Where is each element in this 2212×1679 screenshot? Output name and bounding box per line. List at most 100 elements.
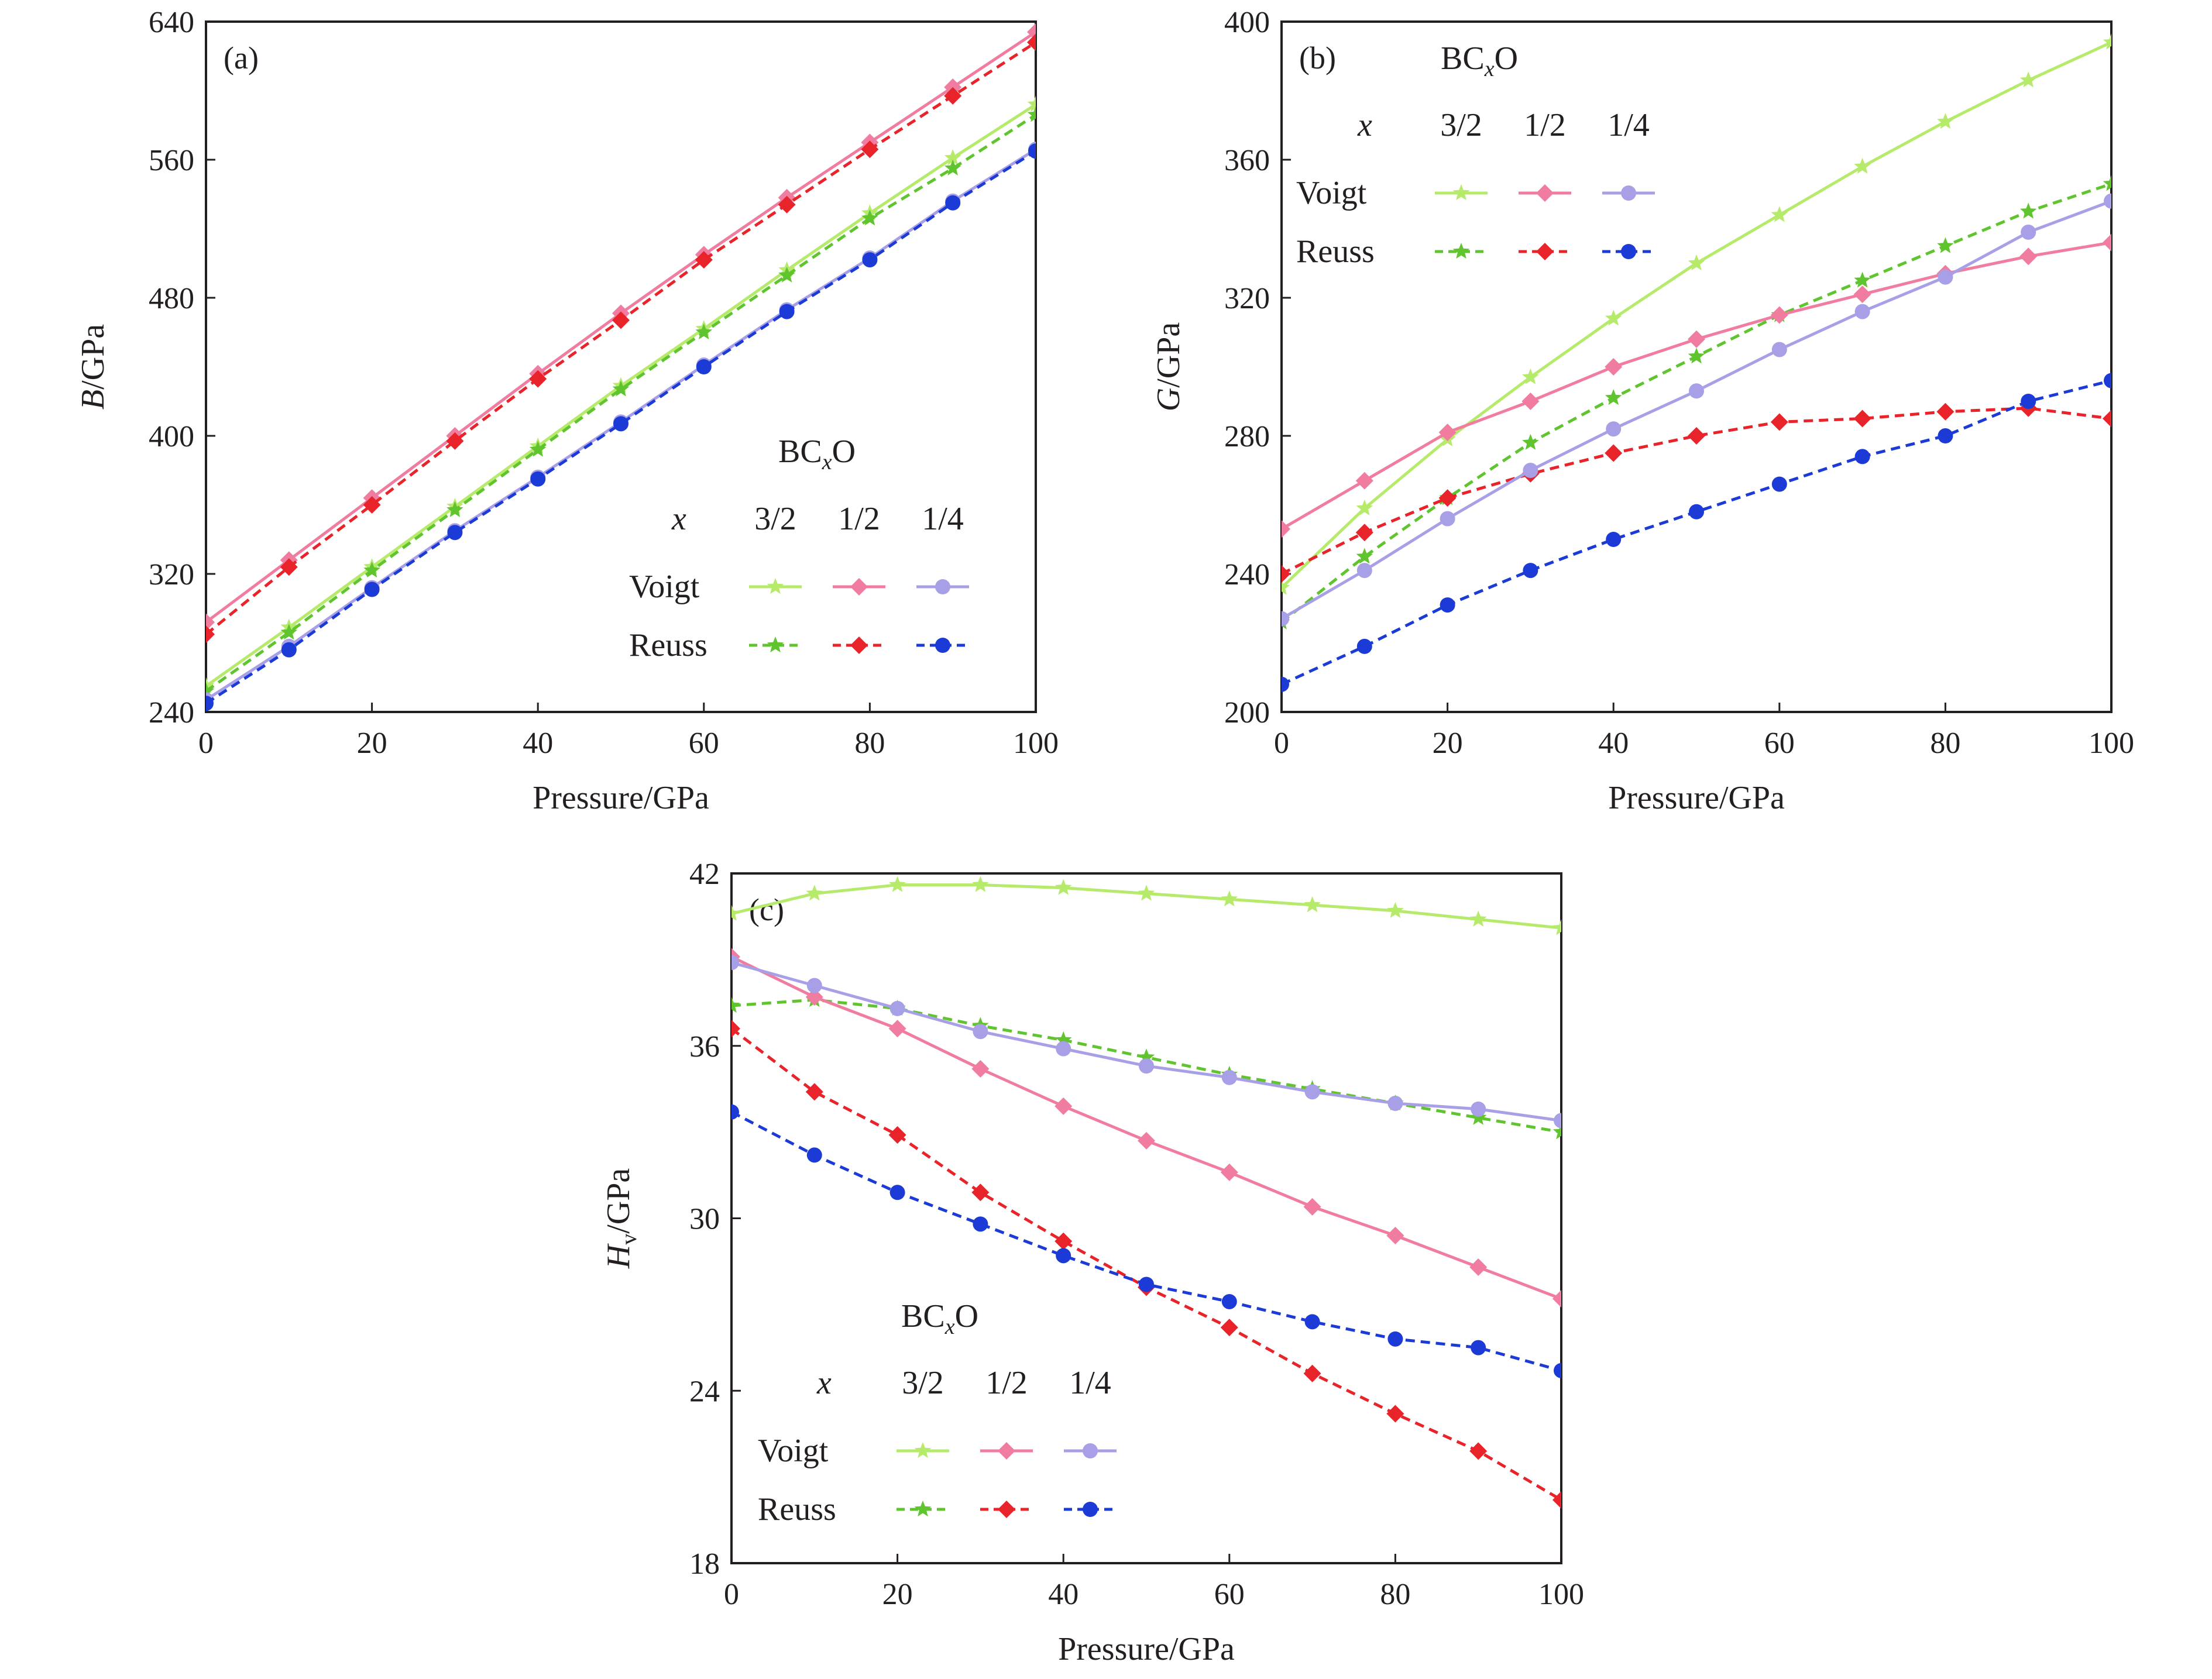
series-voigt-1-4-point xyxy=(973,1024,988,1040)
series-reuss-1-2-point xyxy=(1688,427,1705,445)
x-tick-label: 20 xyxy=(357,727,387,760)
series-reuss-3-2-point xyxy=(1937,237,1954,253)
x-tick-label: 100 xyxy=(1013,727,1059,760)
legend-swatch-marker xyxy=(935,579,950,594)
series-reuss-1-4-point xyxy=(1028,143,1036,159)
series-reuss-1-2-point xyxy=(778,195,796,214)
series-reuss-1-4-point xyxy=(613,416,628,432)
series-voigt-3-2-point xyxy=(1605,309,1622,326)
series-voigt-1-2-point xyxy=(1386,1226,1404,1244)
legend-swatch-marker xyxy=(914,1442,932,1458)
x-tick-label: 20 xyxy=(1433,727,1463,760)
y-axis-title: Hv/GPa xyxy=(600,1168,641,1269)
series-voigt-3-2-point xyxy=(972,876,989,892)
y-axis-symbol: B xyxy=(75,390,111,410)
series-reuss-1-4-point xyxy=(731,1104,739,1120)
series-reuss-1-4-point xyxy=(696,359,712,374)
series-voigt-1-4-point xyxy=(1221,1069,1237,1085)
series-voigt-1-4-point xyxy=(2021,224,2036,240)
legend-swatch-marker xyxy=(998,1501,1015,1518)
series-reuss-1-2-point xyxy=(2103,410,2111,428)
y-axis-unit: /GPa xyxy=(75,324,111,390)
series-voigt-1-2-point xyxy=(1138,1131,1155,1150)
series-reuss-1-2-point xyxy=(1303,1364,1321,1382)
series-voigt-1-4-point xyxy=(1304,1084,1320,1100)
legend-column-label: 1/4 xyxy=(1069,1365,1111,1401)
series-reuss-3-2-line xyxy=(731,998,1561,1134)
series-voigt-3-2-point xyxy=(1937,113,1954,129)
legend-header-x: x xyxy=(1357,107,1372,143)
series-reuss-3-2-point xyxy=(2019,202,2037,219)
series-reuss-3-2-point xyxy=(695,324,713,340)
legend-swatch-marker xyxy=(850,578,868,596)
series-reuss-1-4-point xyxy=(862,252,878,268)
series-reuss-1-2-point xyxy=(363,496,381,514)
series-reuss-1-4-point xyxy=(1554,1363,1561,1378)
series-voigt-3-2-point xyxy=(2019,71,2037,88)
series-voigt-1-2-point xyxy=(2103,233,2111,252)
y-tick-label: 18 xyxy=(689,1547,720,1581)
y-tick-label: 36 xyxy=(689,1030,720,1064)
series-group xyxy=(731,876,1561,1509)
series-reuss-3-2-point xyxy=(778,266,795,283)
x-tick-label: 60 xyxy=(689,727,719,760)
legend: BCxO x 3/2 1/2 1/4 Voigt Reuss xyxy=(1296,40,1655,270)
series-reuss-3-2-point xyxy=(1552,1123,1561,1140)
series-voigt-3-2-point xyxy=(1027,95,1036,112)
series-voigt-1-4-point xyxy=(731,955,739,971)
x-tick-label: 0 xyxy=(724,1578,739,1611)
legend-row-label: Voigt xyxy=(1296,175,1367,211)
series-reuss-3-2-point xyxy=(944,159,961,176)
series-reuss-3-2-point xyxy=(1469,1109,1487,1125)
series-reuss-1-2-point xyxy=(1853,410,1871,428)
series-voigt-3-2-point xyxy=(889,876,906,892)
series-voigt-1-4-point xyxy=(1139,1058,1154,1074)
series-reuss-1-2-point xyxy=(1027,33,1036,51)
series-voigt-1-4-point xyxy=(1356,563,1372,579)
x-tick-label: 40 xyxy=(1048,1578,1078,1611)
series-reuss-3-2-point xyxy=(1854,271,1871,288)
series-voigt-3-2-point xyxy=(1138,885,1155,901)
x-tick-label: 0 xyxy=(198,727,214,760)
series-voigt-3-2-point xyxy=(2103,33,2111,50)
series-voigt-1-2-point xyxy=(1355,472,1373,490)
legend-title: BCxO xyxy=(778,433,856,474)
series-reuss-1-2-line xyxy=(731,1027,1561,1502)
series-reuss-1-2-point xyxy=(1355,524,1373,542)
legend-row-label: Reuss xyxy=(1296,233,1375,270)
series-reuss-1-4-point xyxy=(1854,449,1870,465)
series-reuss-1-4-point xyxy=(1471,1340,1486,1355)
series-reuss-1-4-point xyxy=(447,525,463,541)
x-axis-title: Pressure/GPa xyxy=(533,780,709,816)
series-reuss-3-2-point xyxy=(1605,389,1622,405)
legend-swatch-marker xyxy=(1452,243,1470,259)
legend-row-label: Reuss xyxy=(629,627,707,663)
chart-panel-c: 0 20 40 60 80 100 18 24 30 36 42 Pressure/GPa Hv/GPa… xyxy=(600,858,1584,1667)
legend-header-x: x xyxy=(671,501,686,537)
series-voigt-1-4-point xyxy=(1523,463,1538,478)
series-voigt-3-2-point xyxy=(1282,579,1290,595)
y-axis-subscript: v xyxy=(617,1234,641,1245)
legend-swatch-marker xyxy=(1083,1502,1098,1517)
series-reuss-1-2-point xyxy=(1220,1319,1238,1337)
series-reuss-3-2-point xyxy=(446,501,463,517)
series-reuss-1-4-point xyxy=(973,1216,988,1232)
series-reuss-3-2-line xyxy=(206,113,1036,693)
y-tick-label: 640 xyxy=(149,6,194,39)
series-reuss-3-2-line xyxy=(1282,182,2111,624)
series-reuss-1-2-point xyxy=(612,311,630,329)
series-voigt-1-4-point xyxy=(806,978,822,993)
series-reuss-1-4-point xyxy=(889,1185,905,1200)
series-reuss-3-2-point xyxy=(529,441,547,457)
series-reuss-1-2-point xyxy=(1469,1442,1488,1460)
series-voigt-1-2-point xyxy=(206,613,215,631)
x-tick-label: 20 xyxy=(882,1578,913,1611)
series-reuss-1-4-point xyxy=(1221,1293,1237,1309)
y-tick-label: 560 xyxy=(149,144,194,177)
series-reuss-1-2-point xyxy=(1055,1232,1073,1250)
legend-row-label: Voigt xyxy=(629,569,700,605)
legend-swatch-marker xyxy=(767,636,784,653)
series-voigt-1-4-point xyxy=(1771,342,1787,357)
legend-swatch-marker xyxy=(767,578,784,594)
series-voigt-3-2-point xyxy=(1854,157,1871,174)
